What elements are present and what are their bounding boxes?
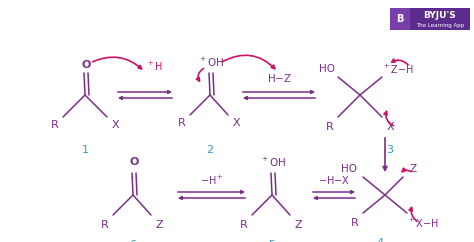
Text: $^+$OH: $^+$OH <box>198 55 224 68</box>
Text: $-$H$^+$: $-$H$^+$ <box>200 174 224 187</box>
Text: $^+$Z$-$H: $^+$Z$-$H <box>382 62 414 76</box>
FancyBboxPatch shape <box>390 8 470 30</box>
Text: H$-$Z: H$-$Z <box>267 72 292 84</box>
Text: R: R <box>326 122 334 132</box>
Text: R: R <box>240 220 248 230</box>
Text: 2: 2 <box>207 145 214 155</box>
Text: HO: HO <box>319 64 335 74</box>
Text: O: O <box>129 157 139 167</box>
Text: 4: 4 <box>376 238 383 242</box>
Text: 6: 6 <box>129 240 137 242</box>
Text: The Learning App: The Learning App <box>416 23 464 28</box>
FancyBboxPatch shape <box>390 8 410 30</box>
Text: R: R <box>101 220 109 230</box>
Text: R: R <box>178 118 186 128</box>
Text: Z: Z <box>410 164 417 174</box>
Text: $^+$X$-$H: $^+$X$-$H <box>407 216 439 230</box>
Text: R: R <box>351 218 359 228</box>
Text: R: R <box>51 120 59 130</box>
Text: X: X <box>111 120 119 130</box>
Text: $-$H$-$X: $-$H$-$X <box>318 174 350 186</box>
Text: X: X <box>386 122 394 132</box>
Text: 5: 5 <box>268 240 275 242</box>
Text: B: B <box>396 14 404 24</box>
Text: $^+$H: $^+$H <box>146 60 164 73</box>
Text: $^+$OH: $^+$OH <box>260 155 286 168</box>
Text: 3: 3 <box>386 145 393 155</box>
Text: Z: Z <box>294 220 302 230</box>
Text: HO: HO <box>341 164 357 174</box>
Text: O: O <box>82 60 91 70</box>
Text: 1: 1 <box>82 145 89 155</box>
Text: Z: Z <box>155 220 163 230</box>
Text: X: X <box>232 118 240 128</box>
Text: BYJU'S: BYJU'S <box>424 12 456 21</box>
